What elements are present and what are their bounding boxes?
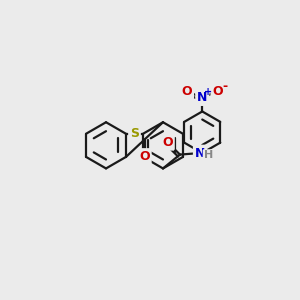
Text: S: S <box>130 127 139 140</box>
Text: N: N <box>195 146 205 160</box>
Text: N: N <box>197 91 207 104</box>
Text: O: O <box>162 136 173 149</box>
Text: O: O <box>139 150 150 163</box>
Text: -: - <box>222 80 227 93</box>
Text: O: O <box>212 85 223 98</box>
Text: O: O <box>182 85 192 98</box>
Text: H: H <box>204 150 213 160</box>
Text: +: + <box>204 87 212 97</box>
